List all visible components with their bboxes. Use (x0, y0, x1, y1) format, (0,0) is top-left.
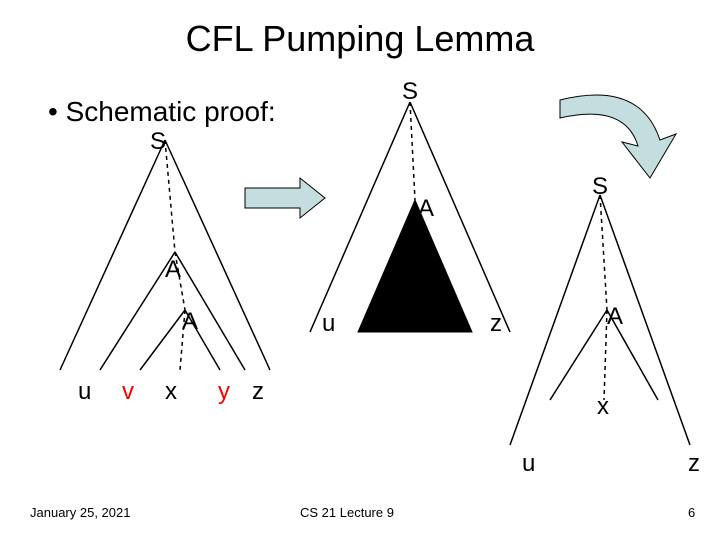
tree-left-letter-y: y (218, 378, 230, 406)
tree-left-label-S: S (150, 128, 166, 156)
label-text: S (592, 173, 608, 200)
tree-left-label-A2: A (182, 308, 198, 336)
tree-left-label-A1: A (165, 256, 181, 284)
label-text: A (182, 308, 198, 335)
tree-left-letter-u: u (78, 378, 91, 406)
label-text: u (522, 450, 535, 477)
label-text: v (122, 378, 134, 405)
label-text: S (150, 128, 166, 155)
tree-left-letter-v: v (122, 378, 134, 406)
label-text: S (402, 78, 418, 105)
label-text: u (322, 310, 335, 337)
label-text: y (218, 378, 230, 405)
label-text: x (597, 393, 609, 420)
tree-right-letter-x: x (597, 393, 609, 421)
label-text: z (252, 378, 264, 405)
tree-left-letter-x: x (165, 378, 177, 406)
tree-mid (310, 102, 510, 332)
footer-pagenum: 6 (688, 505, 695, 520)
label-text: A (607, 303, 623, 330)
tree-mid-letter-u: u (322, 310, 335, 338)
tree-mid-label-A: A (418, 195, 434, 223)
label-text: 6 (688, 505, 695, 520)
label-text: January 25, 2021 (30, 505, 130, 520)
tree-mid-label-S: S (402, 78, 418, 106)
label-text: CS 21 Lecture 9 (300, 505, 394, 520)
tree-right-letter-u: u (522, 450, 535, 478)
label-text: A (165, 256, 181, 283)
tree-mid-letter-z: z (490, 310, 502, 338)
footer-date: January 25, 2021 (30, 505, 130, 520)
label-text: z (490, 310, 502, 337)
tree-right-label-A: A (607, 303, 623, 331)
label-text: u (78, 378, 91, 405)
label-text: A (418, 195, 434, 222)
diagram-canvas (0, 0, 720, 540)
tree-right-label-S: S (592, 173, 608, 201)
arrow-right-icon (245, 178, 325, 218)
label-text: z (688, 450, 700, 477)
tree-right-letter-z: z (688, 450, 700, 478)
footer-center: CS 21 Lecture 9 (300, 505, 394, 520)
arrow-curved-icon (560, 95, 676, 178)
tree-left-letter-z: z (252, 378, 264, 406)
label-text: x (165, 378, 177, 405)
tree-left (60, 140, 270, 370)
